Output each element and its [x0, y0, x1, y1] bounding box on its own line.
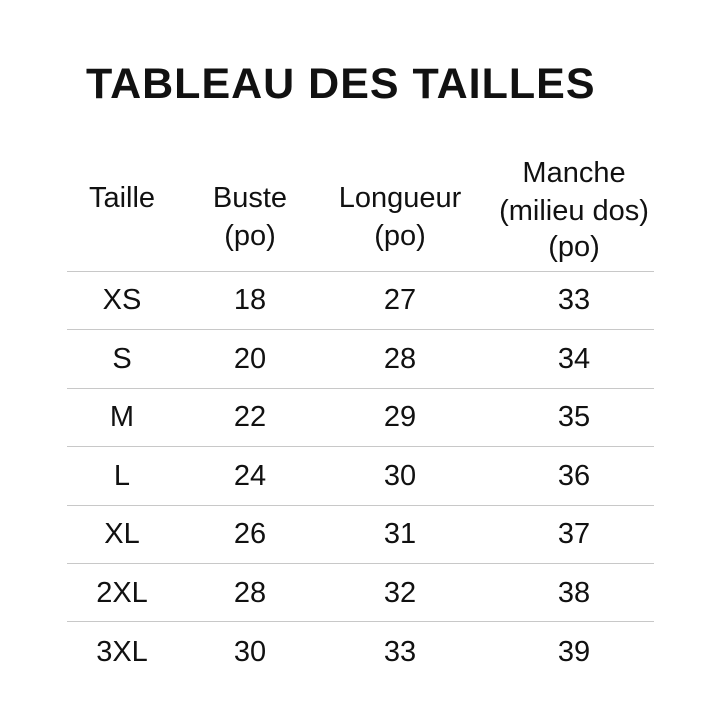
size-label: M — [109, 401, 135, 434]
row-divider — [67, 271, 654, 272]
row-divider — [67, 446, 654, 447]
column-header: (po) — [374, 220, 426, 252]
measurement-cell: 28 — [383, 342, 417, 375]
column-header: Longueur — [338, 182, 462, 214]
measurement-cell: 38 — [557, 577, 591, 609]
measurement-cell: 32 — [383, 577, 417, 609]
measurement-cell: 29 — [383, 401, 417, 434]
measurement-cell: 20 — [233, 342, 267, 375]
row-divider — [67, 388, 654, 389]
page-title: TABLEAU DES TAILLES — [86, 60, 596, 108]
row-divider — [67, 563, 654, 564]
measurement-cell: 30 — [233, 635, 267, 668]
column-header: (po) — [224, 220, 276, 252]
measurement-cell: 30 — [383, 459, 417, 492]
row-divider — [67, 329, 654, 330]
measurement-cell: 26 — [233, 518, 267, 551]
column-header: (po) — [548, 231, 600, 263]
measurement-cell: 39 — [557, 635, 591, 668]
size-label: L — [113, 459, 131, 492]
column-header: Taille — [88, 182, 156, 214]
measurement-cell: 28 — [233, 577, 267, 609]
size-label: 2XL — [96, 577, 148, 609]
row-divider — [67, 505, 654, 506]
size-label: XL — [104, 518, 140, 551]
measurement-cell: 35 — [557, 401, 591, 434]
measurement-cell: 36 — [557, 459, 591, 492]
measurement-cell: 33 — [557, 284, 591, 316]
measurement-cell: 37 — [557, 518, 591, 551]
measurement-cell: 27 — [383, 284, 417, 316]
row-divider — [67, 621, 654, 622]
size-label: 3XL — [96, 635, 148, 668]
size-label: XS — [102, 284, 142, 316]
measurement-cell: 34 — [557, 342, 591, 375]
measurement-cell: 31 — [383, 518, 417, 551]
size-label: S — [112, 342, 132, 375]
measurement-cell: 33 — [383, 635, 417, 668]
measurement-cell: 18 — [233, 284, 267, 316]
column-header: Buste — [212, 182, 288, 214]
measurement-cell: 24 — [233, 459, 267, 492]
column-header: (milieu dos) — [499, 195, 649, 227]
measurement-cell: 22 — [233, 401, 267, 434]
column-header: Manche — [522, 157, 626, 189]
